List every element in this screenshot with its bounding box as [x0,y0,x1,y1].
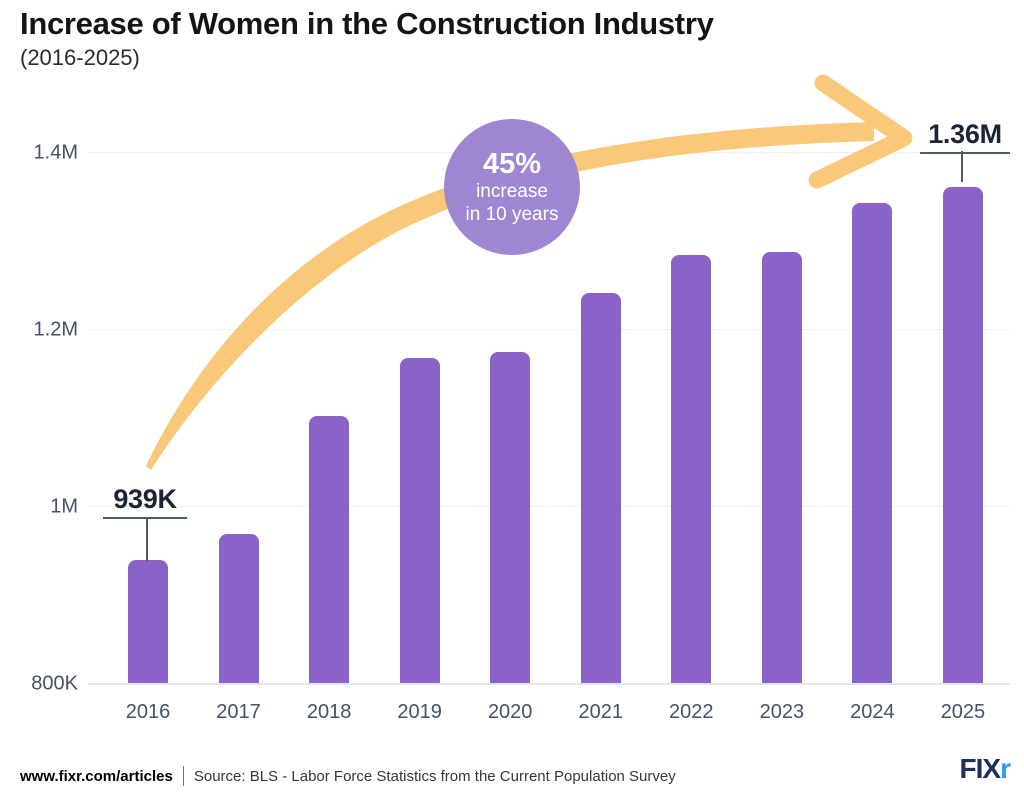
bar-2020 [490,352,531,683]
footer-divider [182,766,184,786]
gridline-1M [88,506,1010,507]
y-axis-tick-1M: 1M [50,495,78,518]
y-axis-tick-800K: 800K [31,672,78,695]
page-title: Increase of Women in the Construction In… [20,6,714,41]
gridline-800K [88,683,1010,685]
bar-2019 [399,358,440,683]
bar-2017 [218,534,259,683]
fixr-logo-fix: FIX [959,753,1002,784]
percent-caption-line2: in 10 years [465,203,559,225]
bar-2023 [761,252,802,683]
x-axis-tick-2024: 2024 [850,701,895,723]
footer-source-text: Source: BLS - Labor Force Statistics fro… [193,767,676,785]
percent-value: 45% [482,147,542,180]
x-axis-tick-2019: 2019 [397,701,442,723]
fixr-logo: FIXr [959,753,1011,785]
first-bar-connector-line [146,517,148,561]
first-bar-value-label: 939K [103,484,187,519]
x-axis-tick-2016: 2016 [125,701,171,723]
last-bar-value-label: 1.36M [920,119,1010,154]
y-axis-tick-1.4M: 1.4M [33,141,78,164]
bar-2024 [852,203,893,683]
x-axis-tick-2017: 2017 [216,701,261,723]
x-axis-tick-2023: 2023 [759,701,805,723]
bar-2018 [309,415,350,683]
x-axis-tick-2021: 2021 [578,701,624,723]
x-axis-tick-2018: 2018 [306,701,352,723]
footer-site-url: www.fixr.com/articles [20,767,173,785]
bar-2025 [942,187,983,683]
last-bar-connector-line [961,151,963,182]
bar-2016 [128,559,168,683]
footer: www.fixr.com/articles Source: BLS - Labo… [20,766,676,786]
page-subtitle: (2016-2025) [20,45,140,70]
percent-caption-line1: increase [476,180,548,202]
fixr-logo-r: r [1000,753,1011,784]
x-axis-tick-2020: 2020 [487,701,533,723]
y-axis-tick-1.2M: 1.2M [33,318,78,341]
x-axis-tick-2025: 2025 [940,701,986,723]
bar-2022 [671,254,712,683]
x-axis-tick-2022: 2022 [669,701,714,723]
bar-2021 [580,292,621,683]
percent-increase-badge: 45% increase in 10 years [444,119,580,255]
